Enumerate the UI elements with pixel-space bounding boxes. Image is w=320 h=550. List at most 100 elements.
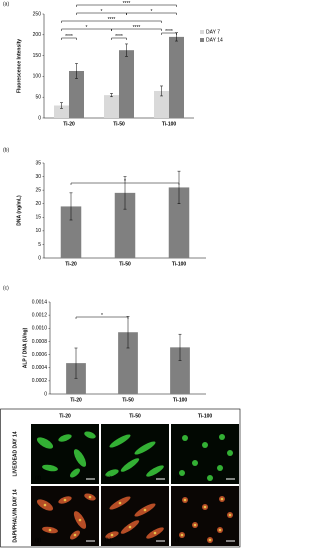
nucleus <box>208 538 212 542</box>
significance-bracket <box>61 20 162 23</box>
error-bar <box>123 176 127 210</box>
significance-bracket <box>111 28 162 31</box>
x-tick-label: Ti-100 <box>172 261 187 267</box>
nucleus <box>183 498 187 502</box>
y-tick-label: 0.0004 <box>32 365 48 371</box>
y-tick-label: 30 <box>35 174 41 180</box>
y-tick-label: 50 <box>35 95 41 101</box>
error-bar <box>69 192 73 221</box>
nucleus <box>118 501 122 505</box>
y-axis-label: Fluorescence Intensity <box>16 39 22 93</box>
nucleus <box>78 518 82 522</box>
bar <box>69 70 84 118</box>
cell <box>134 441 156 455</box>
bar <box>60 206 82 258</box>
significance-label: * <box>101 9 103 15</box>
column-header: Ti-20 <box>59 413 71 419</box>
y-tick-label: 150 <box>33 53 42 59</box>
cell <box>192 460 198 466</box>
column-header: Ti-100 <box>198 413 213 419</box>
significance-bracket <box>126 12 177 15</box>
significance-label: **** <box>133 25 141 31</box>
significance-label: * <box>86 25 88 31</box>
cell <box>105 469 119 477</box>
error-bar <box>177 170 181 204</box>
cell <box>207 475 213 481</box>
x-tick-label: Ti-20 <box>70 397 82 403</box>
bar <box>168 187 190 258</box>
significance-label: **** <box>65 34 73 40</box>
y-axis-label: DNA (ng/mL) <box>16 195 22 226</box>
y-tick-label: 15 <box>35 215 41 221</box>
significance-label: **** <box>165 29 173 35</box>
significance-label: **** <box>108 17 116 23</box>
nucleus <box>228 513 232 517</box>
significance-bracket <box>76 4 177 7</box>
y-tick-label: 0.0002 <box>32 378 48 384</box>
significance-label: * <box>101 313 103 319</box>
y-tick-label: 10 <box>35 228 41 234</box>
panel-label: (c) <box>3 285 9 291</box>
cell <box>202 442 208 448</box>
cell <box>70 468 80 478</box>
x-tick-label: Ti-50 <box>122 397 134 403</box>
nucleus <box>48 528 52 532</box>
y-tick-label: 0.0010 <box>32 326 48 332</box>
nucleus <box>143 508 147 512</box>
bar <box>114 192 136 258</box>
panel-label: (i) <box>175 537 180 543</box>
nucleus <box>128 525 132 529</box>
x-tick-label: Ti-20 <box>65 261 77 267</box>
x-tick-label: Ti-100 <box>173 397 188 403</box>
y-tick-label: 250 <box>33 11 42 17</box>
nucleus <box>220 497 224 501</box>
cell <box>73 449 87 467</box>
y-tick-label: 0 <box>44 391 47 397</box>
error-bar <box>75 63 78 79</box>
y-tick-label: 200 <box>33 32 42 38</box>
panel-grid-frame <box>0 408 241 548</box>
significance-bracket <box>111 37 127 40</box>
panel-label: (h) <box>105 537 111 543</box>
nucleus <box>73 533 77 537</box>
nucleus <box>63 498 67 502</box>
significance-bracket <box>161 32 177 35</box>
y-tick-label: 0 <box>38 115 41 121</box>
cell <box>217 465 223 471</box>
y-tick-label: 100 <box>33 74 42 80</box>
panel-label: (a) <box>3 1 9 7</box>
error-bar <box>160 85 163 97</box>
cell <box>146 465 164 477</box>
x-tick-label: Ti-50 <box>119 261 131 267</box>
cell <box>179 470 185 476</box>
nucleus <box>203 505 207 509</box>
panel-label: (b) <box>3 147 9 153</box>
nucleus <box>153 531 157 535</box>
y-tick-label: 0.0006 <box>32 352 48 358</box>
bar <box>54 105 69 118</box>
panel-label: (g) <box>35 537 41 543</box>
panel-label: (d) <box>35 475 41 481</box>
legend-label: DAY 14 <box>206 37 223 43</box>
nucleus <box>110 533 114 537</box>
cell <box>182 435 188 441</box>
figure: (a)Fluorescence Intensity050100150200250… <box>0 1 241 548</box>
error-bar <box>125 43 128 57</box>
y-tick-label: 0.0012 <box>32 312 48 318</box>
cell <box>36 437 54 449</box>
nucleus <box>218 528 222 532</box>
significance-label: **** <box>115 34 123 40</box>
cell <box>109 434 131 448</box>
bar <box>66 363 86 394</box>
significance-label: * <box>124 179 126 185</box>
legend-swatch <box>200 30 204 34</box>
significance-bracket <box>75 316 129 319</box>
bar <box>170 347 190 394</box>
y-axis-label: ALP / DNA (U/ng) <box>22 327 28 368</box>
nucleus <box>193 523 197 527</box>
error-bar <box>178 333 182 361</box>
significance-bracket <box>61 37 77 40</box>
bar <box>154 90 169 118</box>
row-label: LIVE/DEAD DAY 14 <box>12 431 18 476</box>
x-tick-label: Ti-20 <box>63 121 75 127</box>
